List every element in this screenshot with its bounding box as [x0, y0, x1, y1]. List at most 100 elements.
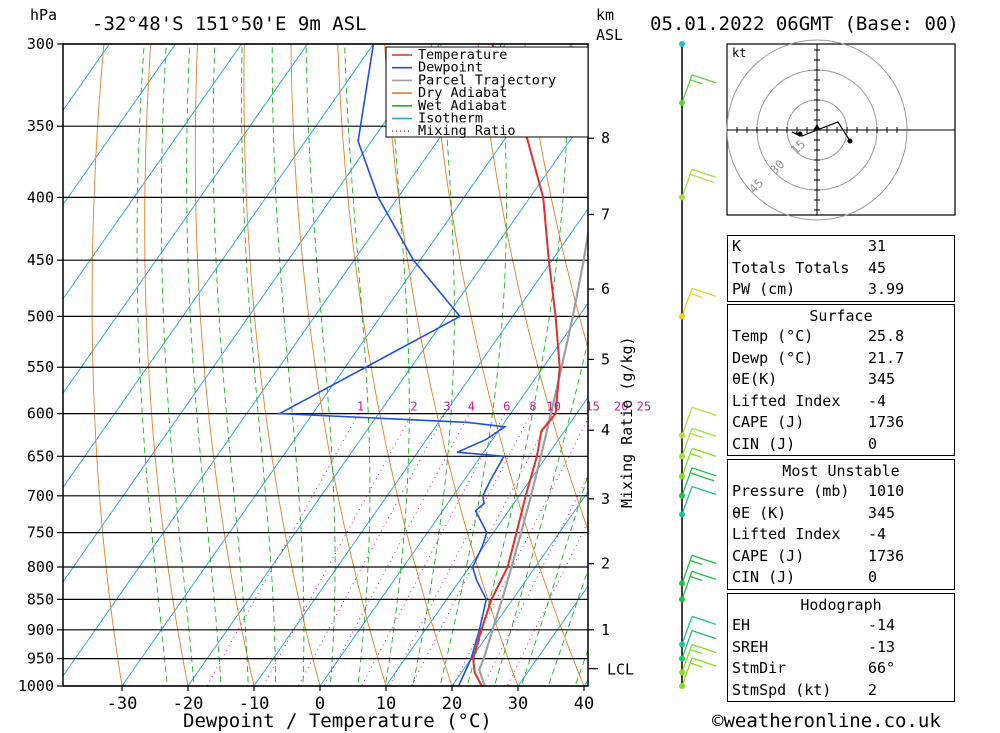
pressure-tick-label: 500	[27, 307, 54, 325]
wind-barb-half	[689, 292, 703, 299]
most-unstable-title: Most Unstable	[782, 461, 900, 480]
x-tick-label: -30	[107, 694, 138, 714]
surface-label: Lifted Index	[732, 391, 841, 410]
isotherm-line	[385, 396, 588, 686]
wet-adiabat-line	[493, 339, 588, 686]
asl-label: ASL	[596, 26, 623, 44]
legend-label: Dewpoint	[418, 60, 483, 76]
wet-adiabat-line	[160, 44, 195, 686]
legend-label: Isotherm	[418, 111, 483, 127]
mixing-ratio-label: 20	[614, 400, 628, 414]
wet-adiabat-line	[271, 44, 305, 686]
wind-barb-flag	[691, 427, 717, 437]
km-tick-label: 3	[601, 490, 610, 508]
wind-barb-flag	[691, 485, 717, 496]
pressure-tick-label: 350	[27, 117, 54, 135]
wind-barb-half	[689, 559, 703, 566]
legend-label: Parcel Trajectory	[418, 72, 556, 88]
hodograph-unit: kt	[732, 46, 746, 60]
wind-barb-flag	[691, 447, 717, 458]
mixing-ratio-label: 15	[585, 400, 599, 414]
profiles	[276, 44, 588, 686]
hodograph-end-dot	[847, 138, 853, 144]
surface-value: 0	[868, 434, 878, 453]
wind-barb-flag	[691, 615, 717, 626]
indices-table: K 31 Totals Totals 45 PW (cm) 3.99	[727, 235, 955, 302]
lcl-label: LCL	[607, 661, 634, 679]
footer-credit: ©weatheronline.co.uk	[712, 710, 941, 732]
index-label: PW (cm)	[732, 280, 796, 299]
pressure-tick-label: 600	[27, 405, 54, 423]
hodo-value: -14	[868, 616, 896, 635]
wind-barb-flag	[691, 657, 717, 667]
mixing-ratio-label: 25	[637, 400, 651, 414]
km-tick-label: 2	[601, 555, 610, 573]
mixing-ratio-label: 10	[547, 400, 561, 414]
surface-label: θE(K)	[732, 370, 778, 389]
mixing-ratio-line	[361, 413, 506, 686]
pressure-tick-label: 750	[27, 524, 54, 542]
hodo-value: 66°	[868, 659, 896, 678]
mixing-ratio-label: 3	[443, 400, 450, 414]
wet-adiabat-line	[186, 44, 222, 686]
pressure-tick-label: 1000	[18, 677, 54, 695]
isotherm-line	[253, 208, 588, 686]
surface-label: Dewp (°C)	[732, 348, 814, 367]
legend-label: Dry Adiabat	[418, 85, 507, 101]
pressure-tick-label: 550	[27, 358, 54, 376]
wind-barb-flag	[691, 643, 717, 654]
wind-barb-column	[679, 41, 717, 689]
wind-barb-flag	[689, 472, 715, 482]
mu-value: 1010	[868, 482, 905, 501]
hodo-value: 2	[868, 680, 878, 699]
legend-label: Wet Adiabat	[418, 98, 507, 114]
mu-label: CIN (J)	[732, 568, 796, 587]
wind-barb-half	[689, 662, 703, 668]
x-tick-label: 0	[315, 694, 325, 714]
surface-title: Surface	[809, 306, 873, 325]
wet-adiabat-line	[466, 44, 568, 686]
wind-barb-dot	[679, 41, 685, 47]
pressure-tick-label: 300	[27, 35, 54, 53]
mu-value: -4	[868, 525, 887, 544]
wind-barb-staff	[681, 407, 693, 436]
wind-barb-flag	[689, 173, 715, 184]
hodo-value: -13	[868, 637, 896, 656]
wind-barb-staff	[681, 169, 693, 198]
pressure-tick-label: 650	[27, 447, 54, 465]
pressure-tick-label: 850	[27, 590, 54, 608]
dry-adiabat-line	[243, 44, 321, 686]
wind-barb-flag	[691, 406, 717, 416]
index-value: 45	[868, 258, 887, 277]
mixing-ratio-line	[297, 413, 446, 686]
pressure-tick-label: 450	[27, 251, 54, 269]
isotherm-line	[319, 302, 588, 686]
datetime-title: 05.01.2022 06GMT (Base: 00)	[650, 13, 959, 35]
wind-barb-half	[689, 648, 703, 655]
mu-label: θE (K)	[732, 503, 787, 522]
isotherm-line	[63, 44, 242, 300]
wind-barb-flag	[691, 287, 717, 298]
mixing-ratio-line	[452, 417, 588, 686]
x-tick-label: 30	[508, 694, 528, 714]
mixing-ratio-line	[206, 413, 359, 686]
surface-table: Surface Temp (°C) 25.8 Dewp (°C) 21.7 θE(K…	[727, 304, 955, 456]
wet-adiabat-line	[547, 568, 588, 686]
wet-adiabat-line	[212, 44, 249, 686]
wet-adiabat-line	[241, 44, 276, 686]
wet-adiabat-line	[136, 44, 168, 686]
mixing-ratio-labels: 1 2 3 4 6 8 10 15 20 25	[357, 400, 651, 414]
mu-label: Lifted Index	[732, 525, 841, 544]
hodograph-title: Hodograph	[800, 595, 882, 614]
x-tick-label: 10	[376, 694, 396, 714]
wind-barb-half	[689, 452, 703, 459]
dry-adiabat-line	[194, 44, 255, 686]
wind-barb-flag	[691, 74, 717, 84]
mu-label: CAPE (J)	[732, 546, 805, 565]
km-tick-label: 6	[601, 280, 610, 298]
wind-barb-flag	[691, 630, 717, 640]
hodo-label: StmDir	[732, 659, 787, 678]
pressure-tick-label: 900	[27, 621, 54, 639]
